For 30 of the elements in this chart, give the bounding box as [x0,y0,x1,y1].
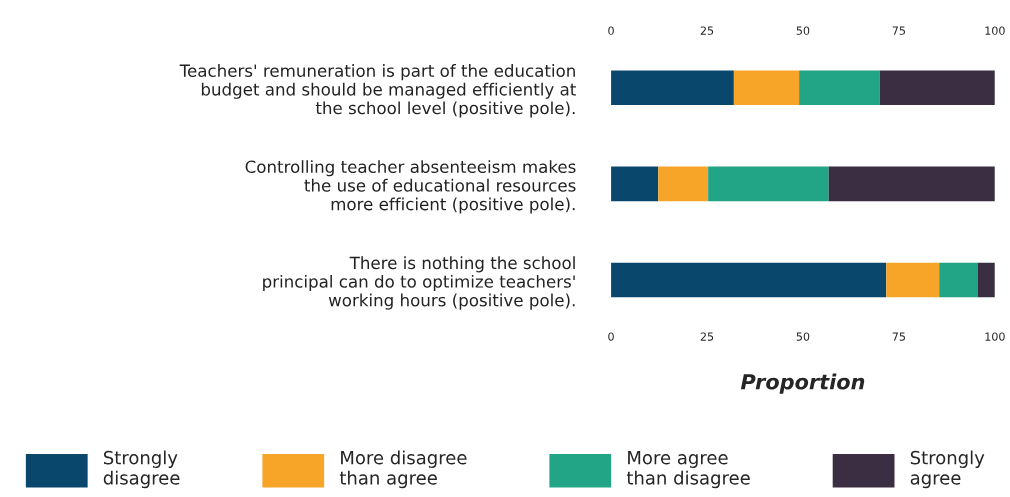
legend-label: Strongly agree [910,450,985,489]
y-tick-label: Teachers' remuneration is part of the education budget and should be managed efficiently at the school level (positive pole). [179,64,576,118]
bar [977,262,995,298]
x-axis-title: Proportion [740,373,865,394]
y-tick-label: Controlling teacher absenteeism makes the use of educational resources more efficient (positive pole). [245,160,576,214]
x2-tick-label: 25 [700,26,714,35]
x2-tick-label: 100 [985,26,1005,35]
bar [611,166,659,202]
bar [611,70,734,106]
x-tick-label: 75 [892,332,905,341]
bar [708,166,829,202]
bar [886,262,940,298]
x-tick-label: 0 [608,332,614,341]
x-tick-label: 50 [796,332,810,341]
x2-tick-label: 50 [796,26,810,35]
bar [658,166,709,202]
y-tick-label: There is nothing the school principal can do to optimize teachers' working hours (positive pole). [263,256,575,310]
legend-label: More disagree than agree [339,450,467,489]
bar [879,70,995,106]
x-tick-label: 25 [700,332,714,341]
bar [939,262,978,298]
x2-tick-label: 75 [892,26,905,35]
legend-label: Strongly disagree [103,450,180,489]
bar [799,70,880,106]
bar [733,70,800,106]
x2-tick-label: 0 [608,26,614,35]
bar [611,262,887,298]
legend-label: More agree than disagree [626,451,750,489]
bar [828,166,995,202]
x-tick-label: 100 [985,332,1005,341]
